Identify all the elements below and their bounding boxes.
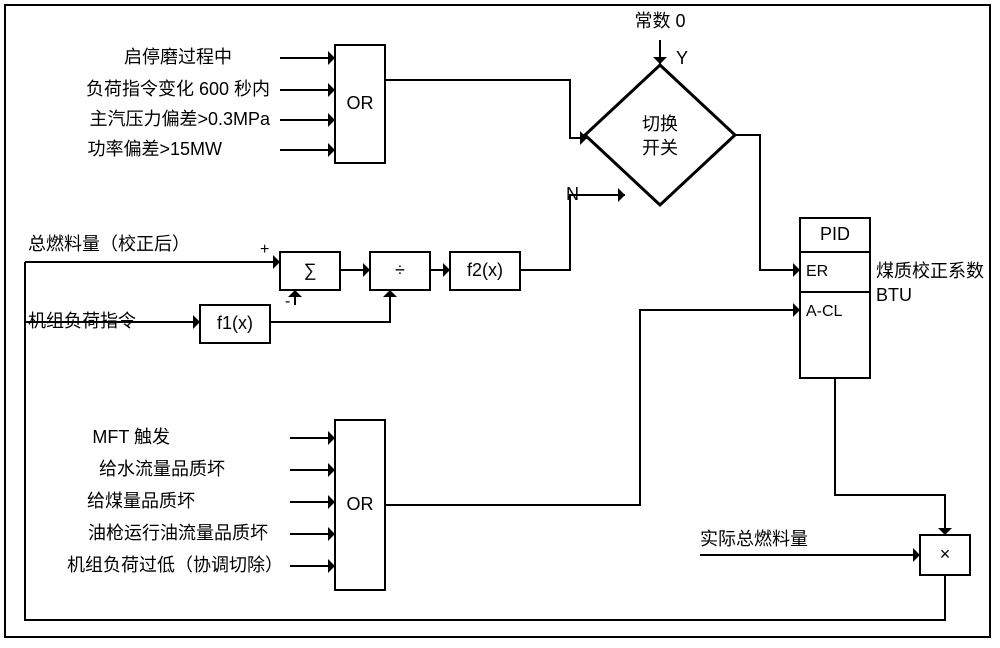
svg-text:油枪运行油流量品质坏: 油枪运行油流量品质坏	[88, 523, 268, 543]
svg-text:ER: ER	[806, 263, 828, 280]
svg-text:机组负荷过低（协调切除）: 机组负荷过低（协调切除）	[67, 555, 283, 575]
svg-text:×: ×	[940, 544, 951, 564]
svg-text:MFT 触发: MFT 触发	[92, 427, 170, 447]
svg-text:N: N	[566, 184, 579, 204]
svg-text:f1(x): f1(x)	[217, 313, 253, 333]
svg-text:煤质校正系数: 煤质校正系数	[876, 261, 984, 281]
svg-text:PID: PID	[820, 224, 850, 244]
svg-text:实际总燃料量: 实际总燃料量	[700, 529, 808, 549]
svg-text:÷: ÷	[395, 260, 405, 280]
svg-text:Y: Y	[676, 48, 688, 68]
svg-text:BTU: BTU	[876, 285, 912, 305]
svg-text:开关: 开关	[642, 138, 678, 158]
svg-text:+: +	[260, 241, 269, 258]
svg-text:∑: ∑	[304, 260, 317, 280]
svg-text:功率偏差>15MW: 功率偏差>15MW	[87, 139, 222, 159]
svg-text:主汽压力偏差>0.3MPa: 主汽压力偏差>0.3MPa	[89, 109, 271, 129]
svg-text:给煤量品质坏: 给煤量品质坏	[87, 491, 195, 511]
svg-text:机组负荷指令: 机组负荷指令	[28, 311, 136, 331]
svg-text:启停磨过程中: 启停磨过程中	[124, 47, 232, 67]
svg-text:常数 0: 常数 0	[634, 11, 685, 31]
svg-text:A-CL: A-CL	[806, 303, 843, 320]
svg-text:给水流量品质坏: 给水流量品质坏	[99, 459, 225, 479]
svg-text:OR: OR	[347, 93, 374, 113]
svg-text:OR: OR	[347, 494, 374, 514]
svg-text:负荷指令变化 600 秒内: 负荷指令变化 600 秒内	[86, 79, 270, 99]
svg-text:切换: 切换	[642, 114, 678, 134]
svg-text:总燃料量（校正后）: 总燃料量（校正后）	[28, 234, 190, 254]
svg-text:f2(x): f2(x)	[467, 260, 503, 280]
